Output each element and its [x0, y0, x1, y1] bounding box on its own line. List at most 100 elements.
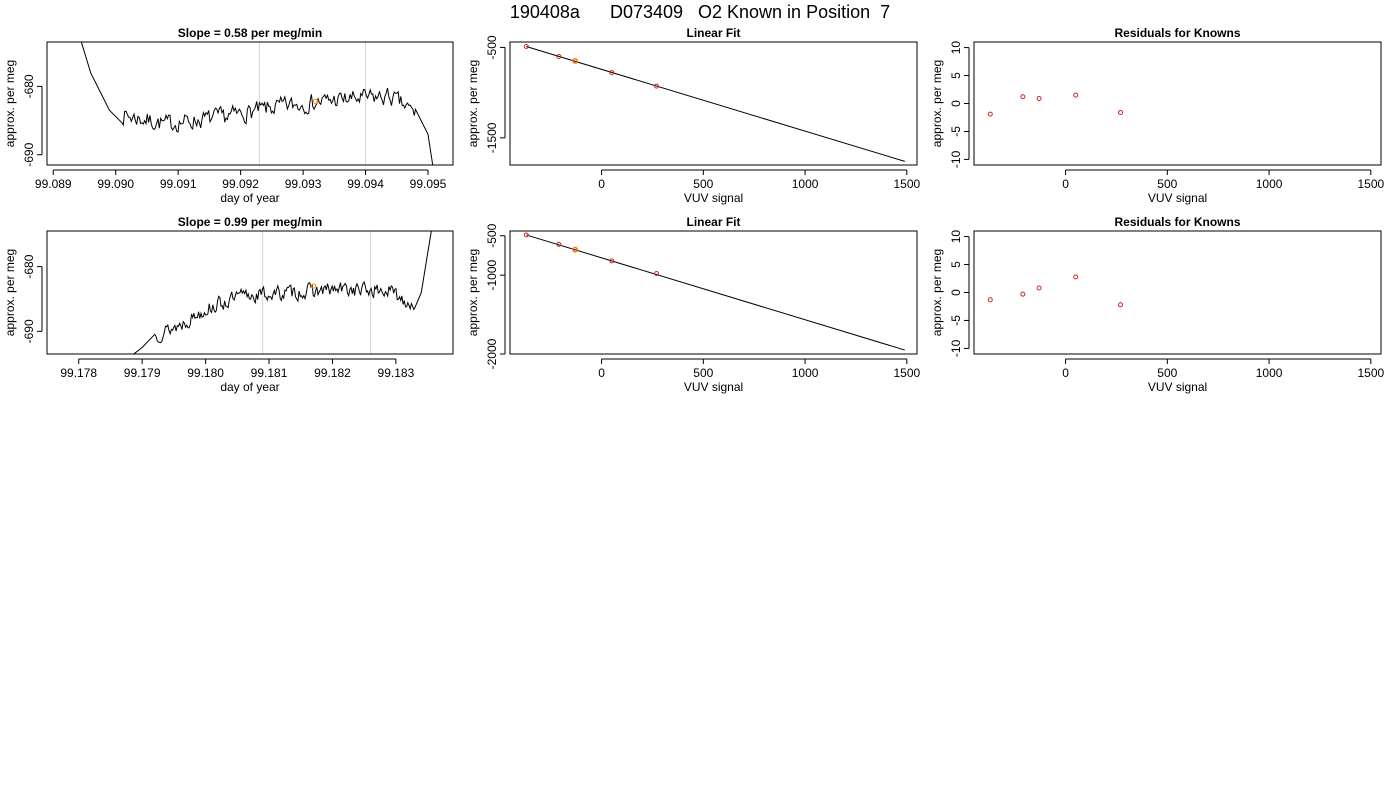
plot-area [523, 44, 905, 162]
x-axis-label: VUV signal [1148, 380, 1207, 394]
y-tick-label: -1500 [485, 122, 499, 153]
plot-area [132, 231, 432, 354]
known-point [556, 241, 562, 247]
x-axis-label: VUV signal [1148, 191, 1207, 205]
known-point [1073, 274, 1079, 280]
x-tick-label: 1500 [893, 366, 920, 380]
known-point [609, 70, 615, 76]
y-axis-label: approx. per meg [3, 60, 17, 147]
y-axis-label: approx. per meg [930, 249, 944, 336]
x-tick-label: 99.092 [222, 177, 259, 191]
known-point [1020, 94, 1026, 100]
plot-frame [973, 41, 1382, 166]
y-axis-label: approx. per meg [466, 249, 480, 336]
panel-title: Slope = 0.58 per meg/min [178, 26, 322, 40]
plot-area [987, 92, 1124, 117]
plot-panel-1: Slope = 0.58 per meg/min 99.089 99.090 99.0… [3, 26, 454, 205]
x-tick-label: 1000 [792, 366, 819, 380]
x-tick-label: 0 [1062, 366, 1069, 380]
panel-title: Linear Fit [686, 26, 740, 40]
y-axis-label: approx. per meg [466, 60, 480, 147]
y-tick-label: 10 [949, 41, 963, 55]
y-axis-label: approx. per meg [930, 60, 944, 147]
x-tick-label: 500 [1157, 366, 1177, 380]
plot-area [523, 232, 905, 351]
known-point [654, 83, 660, 89]
known-point [1118, 302, 1124, 308]
x-tick-label: 99.093 [285, 177, 322, 191]
x-tick-label: 1000 [792, 177, 819, 191]
y-tick-label: -5 [949, 126, 963, 137]
y-tick-label: -690 [22, 142, 36, 166]
known-point [987, 297, 993, 303]
plot-area [987, 274, 1124, 308]
plot-panel-2: Linear Fit 0 500 1000 1500 VUV signal -1500 -50… [466, 26, 920, 205]
panel-title: Linear Fit [686, 215, 740, 229]
y-tick-label: 0 [949, 100, 963, 107]
x-tick-label: 99.183 [378, 366, 415, 380]
sample-point [572, 57, 579, 64]
known-point [609, 258, 615, 264]
known-point [654, 270, 660, 276]
x-tick-label: 1000 [1256, 366, 1283, 380]
plot-frame [46, 230, 454, 355]
average-marker [312, 98, 319, 105]
plot-frame [509, 41, 918, 166]
plot-frame [46, 41, 454, 166]
plot-area [80, 42, 434, 165]
known-point [1118, 109, 1124, 115]
page-title: 190408a D073409 O2 Known in Position 7 [509, 2, 891, 22]
x-axis-label: VUV signal [684, 191, 743, 205]
x-tick-label: 99.094 [347, 177, 384, 191]
known-point [523, 232, 529, 238]
x-tick-label: 1000 [1256, 177, 1283, 191]
y-tick-label: -500 [485, 223, 499, 247]
fit-line [526, 46, 905, 162]
sample-point [572, 246, 579, 253]
x-tick-label: 1500 [1357, 366, 1384, 380]
panel-title: Residuals for Knowns [1114, 215, 1240, 229]
plot-panel-4: Slope = 0.99 per meg/min 99.178 99.179 99.1… [3, 215, 454, 394]
x-tick-label: 99.091 [160, 177, 197, 191]
plot-panel-3: Residuals for Knowns 0 500 1000 1500 VUV sign… [930, 26, 1384, 205]
y-tick-label: -2000 [485, 338, 499, 369]
y-tick-label: 10 [949, 230, 963, 244]
known-point [1036, 95, 1042, 101]
plot-frame [509, 230, 918, 355]
x-axis-label: day of year [220, 380, 279, 394]
y-tick-label: -10 [949, 150, 963, 168]
y-tick-label: -680 [22, 74, 36, 98]
y-tick-label: -1000 [485, 259, 499, 290]
x-tick-label: 0 [598, 366, 605, 380]
known-point [1036, 285, 1042, 291]
plot-panel-5: Linear Fit 0 500 1000 1500 VUV signal -2000 -10… [466, 215, 920, 394]
y-tick-label: 5 [949, 72, 963, 79]
x-tick-label: 500 [693, 366, 713, 380]
panel-title: Residuals for Knowns [1114, 26, 1240, 40]
panel-title: Slope = 0.99 per meg/min [178, 215, 322, 229]
known-point [1073, 92, 1079, 98]
x-tick-label: 99.181 [251, 366, 288, 380]
known-point [556, 53, 562, 59]
x-tick-label: 500 [693, 177, 713, 191]
x-tick-label: 99.089 [35, 177, 72, 191]
y-tick-label: 5 [949, 261, 963, 268]
y-tick-label: -500 [485, 35, 499, 59]
signal-trace [132, 231, 432, 354]
x-axis-label: VUV signal [684, 380, 743, 394]
x-tick-label: 0 [598, 177, 605, 191]
y-tick-label: 0 [949, 289, 963, 296]
signal-trace [80, 42, 434, 165]
x-tick-label: 0 [1062, 177, 1069, 191]
y-tick-label: -680 [22, 254, 36, 278]
x-tick-label: 500 [1157, 177, 1177, 191]
known-point [1020, 291, 1026, 297]
y-tick-label: -5 [949, 315, 963, 326]
plot-panel-6: Residuals for Knowns 0 500 1000 1500 VUV sign… [930, 215, 1384, 394]
known-point [987, 111, 993, 117]
x-tick-label: 99.090 [97, 177, 134, 191]
known-point [523, 44, 529, 50]
y-tick-label: -10 [949, 339, 963, 357]
x-tick-label: 99.182 [314, 366, 351, 380]
